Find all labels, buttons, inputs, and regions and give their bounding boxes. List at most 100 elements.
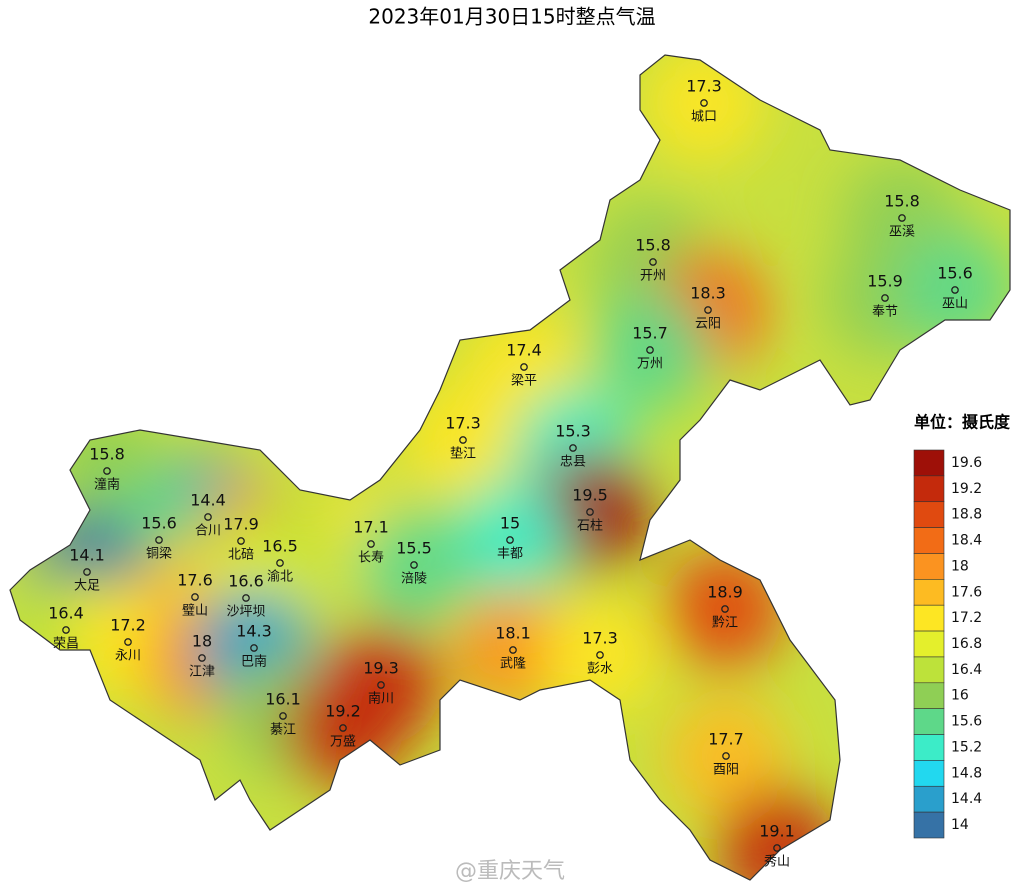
station-dot [520,363,528,371]
station-value: 14.3 [236,622,272,641]
station-value: 17.2 [110,616,146,635]
station-value: 16.6 [228,572,264,591]
station-name: 酉阳 [713,763,739,778]
station-value: 17.3 [445,414,481,433]
station-dot [83,568,91,576]
station-name: 渝北 [267,569,293,585]
legend-label: 17.6 [951,584,982,600]
station-dot [646,346,654,354]
heat-blob [540,595,660,715]
station-name: 永川 [115,649,141,664]
station-name: 涪陵 [401,572,427,587]
station-dot [773,844,781,852]
legend-swatch [913,449,945,477]
heat-blob [666,696,786,816]
station-value: 14.4 [190,491,226,510]
station-value: 15.6 [141,514,177,533]
station-dot [569,444,577,452]
station-dot [700,99,708,107]
station-dot [459,436,467,444]
heat-blob [354,505,474,625]
station-value: 17.6 [177,571,213,590]
heat-blob [450,480,570,600]
legend-label: 18.4 [951,533,982,549]
heat-blob [453,590,573,710]
legend: 19.6 19.2 18.8 18.4 18 17.6 17.2 16.8 16.4 16 15.6… [913,449,982,839]
stations: 17.3 城口 15.8 巫溪 15.8 开州 18.3 云阳 15.9 奉节 15.6 巫山 15.7… [48,77,973,870]
watermark: @重庆天气 [455,859,565,884]
legend-label: 17.2 [951,610,982,626]
station-value: 17.4 [506,341,542,360]
station-value: 17.9 [223,515,259,534]
station-dot [237,537,245,545]
legend-label: 16.8 [951,636,982,652]
legend-swatch [913,785,945,813]
station-dot [649,258,657,266]
station-dot [377,681,385,689]
legend-label: 19.2 [951,481,982,497]
station-value: 18.3 [690,284,726,303]
legend-label: 18 [951,558,969,574]
station-name: 石柱 [577,519,603,534]
outline [9,54,1011,881]
station-dot [596,651,604,659]
station-value: 15 [500,514,520,533]
legend-swatch [913,734,945,761]
station-value: 16.5 [262,537,298,556]
heat-blob [590,290,710,410]
station-dot [506,536,514,544]
legend-label: 14.8 [951,765,982,781]
station-name: 黔江 [712,616,738,631]
station-name: 巴南 [241,654,267,670]
station-name: 荣昌 [53,637,79,652]
station-value: 15.8 [884,192,920,211]
station-value: 18.1 [495,624,531,643]
station-value: 14.1 [69,546,105,565]
station-value: 17.7 [708,730,744,749]
station-name: 南川 [368,691,394,707]
station-name: 巫山 [942,297,968,312]
station-name: 开州 [640,269,666,284]
station-name: 万州 [637,357,663,372]
station-dot [103,467,111,475]
legend-swatch [913,475,945,503]
station-name: 璧山 [182,603,208,619]
heat-blob [665,549,785,669]
legend-title: 单位：摄氏度 [914,413,1011,432]
legend-swatch [913,656,945,684]
station-value: 15.9 [867,272,903,291]
station-value: 15.8 [89,445,125,464]
station-dot [509,646,517,654]
station-name: 丰都 [497,547,523,562]
station-name: 垫江 [450,446,476,462]
station-dot [155,536,163,544]
heat-blob [644,55,764,163]
station-value: 19.2 [325,702,361,721]
station-dot [198,654,206,662]
station-name: 云阳 [695,317,721,332]
station-value: 16.1 [265,690,301,709]
station-dot [250,644,258,652]
station-value: 15.3 [555,422,591,441]
station-name: 大足 [74,579,100,594]
station-value: 19.5 [572,486,608,505]
heat-blob [283,668,403,788]
station-value: 18.9 [707,583,743,602]
legend-label: 19.6 [951,455,982,471]
station-name: 长寿 [358,551,384,566]
station-value: 18 [192,632,212,651]
station-value: 19.3 [363,659,399,678]
station-value: 16.4 [48,604,84,623]
legend-swatch [913,527,945,554]
legend-label: 18.8 [951,507,982,523]
legend-swatch [913,682,945,709]
station-name: 潼南 [94,477,120,493]
station-name: 奉节 [872,305,898,320]
station-name: 万盛 [330,735,356,750]
station-name: 沙坪坝 [226,605,265,620]
station-value: 17.1 [353,518,389,537]
station-name: 城口 [691,110,717,125]
station-dot [339,724,347,732]
